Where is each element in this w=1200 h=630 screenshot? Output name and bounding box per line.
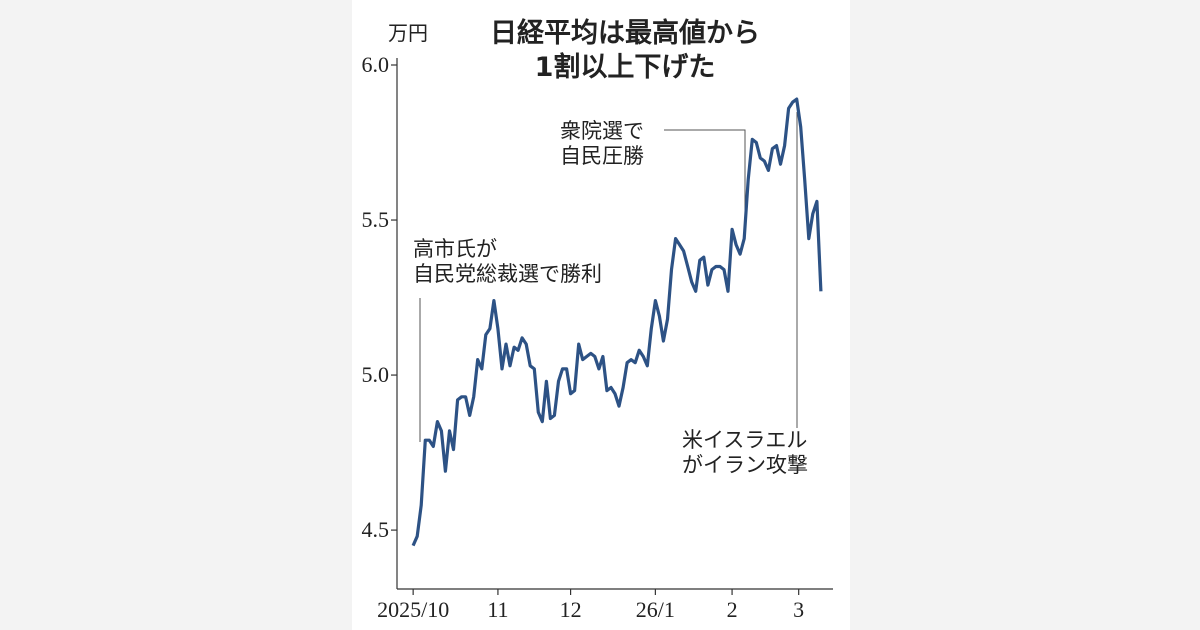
annotation: 米イスラエル [682, 428, 807, 452]
annotation: 自民圧勝 [560, 144, 644, 168]
annotation: 高市氏が [413, 237, 497, 261]
y-tick-label: 6.0 [362, 52, 390, 77]
x-tick-label: 2025/10 [377, 597, 449, 622]
y-tick-label: 5.5 [362, 207, 390, 232]
x-tick-label: 3 [793, 597, 804, 622]
x-tick-label: 26/1 [636, 597, 675, 622]
panel [352, 0, 850, 630]
x-tick-label: 12 [560, 597, 582, 622]
x-tick-label: 11 [487, 597, 508, 622]
annotation-leader [664, 129, 746, 232]
y-tick-label: 5.0 [362, 362, 390, 387]
chart-title: 1割以上下げた [535, 51, 716, 83]
annotation: 衆院選で [560, 119, 644, 143]
annotation: 自民党総裁選で勝利 [413, 262, 602, 286]
x-tick-label: 2 [727, 597, 738, 622]
line [411, 97, 823, 547]
annotation: がイラン攻撃 [682, 453, 808, 477]
chart-title: 日経平均は最高値から [490, 17, 760, 49]
y-unit: 万円 [388, 21, 428, 45]
y-tick-label: 4.5 [362, 517, 390, 542]
